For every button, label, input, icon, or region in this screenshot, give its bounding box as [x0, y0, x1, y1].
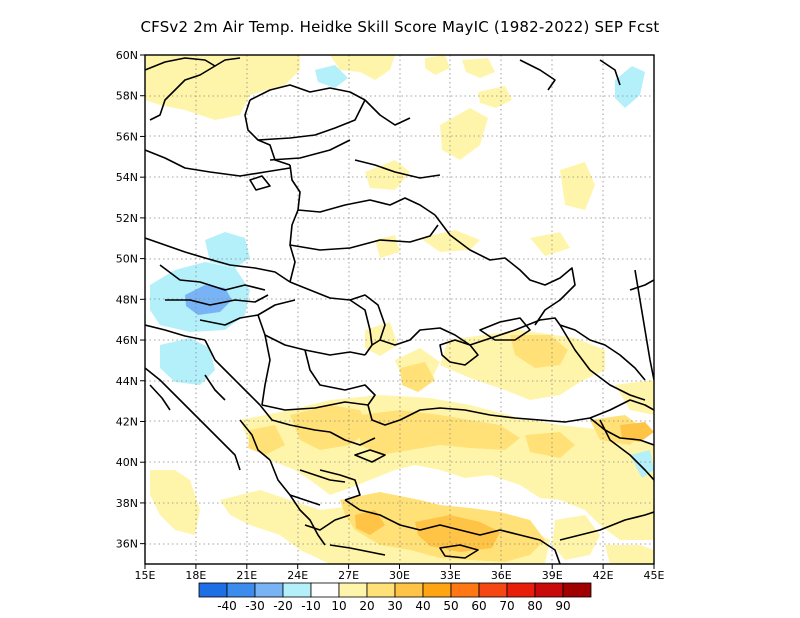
positive-region — [375, 235, 400, 258]
colorbar-label: -30 — [245, 599, 265, 613]
colorbar-swatch — [506, 582, 536, 598]
negative-region — [315, 65, 348, 88]
lat-tick-label: 44N — [116, 375, 138, 388]
colorbar-label: 90 — [555, 599, 570, 613]
colorbar-swatch — [450, 582, 480, 598]
lat-tick-label: 40N — [116, 456, 138, 469]
colorbar-swatch — [422, 582, 452, 598]
positive-region — [440, 108, 488, 160]
colorbar-swatch — [310, 582, 340, 598]
lat-tick-label: 38N — [116, 497, 138, 510]
positive-region — [560, 162, 595, 210]
colorbar-swatch — [226, 582, 256, 598]
lat-tick-label: 46N — [116, 334, 138, 347]
positive-region-strong — [400, 362, 435, 392]
positive-region — [365, 322, 398, 356]
colorbar-label: -40 — [217, 599, 237, 613]
negative-region — [615, 66, 645, 108]
positive-region — [552, 515, 600, 560]
positive-region — [330, 55, 395, 80]
colorbar-label: 30 — [387, 599, 402, 613]
colorbar-label: 70 — [499, 599, 514, 613]
lat-tick-label: 36N — [116, 538, 138, 551]
positive-region-strong — [525, 432, 575, 458]
lon-tick-label: 24E — [287, 569, 308, 582]
positive-region-strong — [510, 335, 568, 368]
negative-region — [160, 338, 215, 385]
colorbar-swatch — [254, 582, 284, 598]
colorbar-label: 80 — [527, 599, 542, 613]
lat-tick-label: 58N — [116, 90, 138, 103]
lat-tick-label: 50N — [116, 253, 138, 266]
latitude-axis: 36N 38N 40N 42N 44N 46N 48N 50N 52N 54N 56N 58N 60N — [116, 49, 145, 551]
colorbar-label: 50 — [443, 599, 458, 613]
positive-region — [365, 160, 410, 190]
lon-tick-label: 45E — [644, 569, 665, 582]
colorbar-swatch — [534, 582, 564, 598]
colorbar-swatch — [282, 582, 312, 598]
lon-tick-label: 18E — [185, 569, 206, 582]
lon-tick-label: 36E — [491, 569, 512, 582]
colorbar-swatch — [562, 582, 592, 598]
lat-tick-label: 56N — [116, 130, 138, 143]
colorbar-label: -10 — [301, 599, 321, 613]
negative-region — [630, 450, 654, 478]
colorbar-swatch — [366, 582, 396, 598]
colorbar: -40 -30 -20 -10 10 20 30 40 50 60 70 80 90 — [198, 582, 592, 613]
lat-tick-label: 52N — [116, 212, 138, 225]
colorbar-swatch — [338, 582, 368, 598]
lat-tick-label: 54N — [116, 171, 138, 184]
country-borders — [145, 57, 654, 564]
colorbar-swatch — [394, 582, 424, 598]
colorbar-label: 20 — [359, 599, 374, 613]
grid-lines — [145, 55, 654, 564]
lat-tick-label: 60N — [116, 49, 138, 62]
lon-tick-label: 15E — [135, 569, 156, 582]
positive-region-strongest — [415, 515, 500, 552]
lat-tick-label: 48N — [116, 293, 138, 306]
lat-tick-label: 42N — [116, 415, 138, 428]
positive-region — [425, 55, 450, 75]
colorbar-label: 10 — [331, 599, 346, 613]
lon-tick-label: 39E — [542, 569, 563, 582]
lon-tick-label: 27E — [338, 569, 359, 582]
lon-tick-label: 33E — [440, 569, 461, 582]
lon-tick-label: 21E — [236, 569, 257, 582]
lon-tick-label: 42E — [593, 569, 614, 582]
positive-region — [530, 232, 570, 256]
positive-region-strong — [290, 405, 370, 450]
colorbar-label: 60 — [471, 599, 486, 613]
positive-region — [462, 58, 495, 78]
positive-region — [145, 55, 300, 120]
colorbar-swatch — [478, 582, 508, 598]
chart-title: CFSv2 2m Air Temp. Heidke Skill Score Ma… — [140, 18, 660, 36]
positive-region-strongest — [355, 510, 385, 535]
positive-region — [605, 545, 654, 564]
longitude-axis: 15E 18E 21E 24E 27E 30E 33E 36E 39E 42E 45E — [135, 564, 665, 582]
positive-region-strong — [360, 410, 520, 455]
negative-region — [205, 232, 250, 268]
positive-region — [615, 380, 654, 415]
negative-region-strong — [185, 285, 232, 315]
lon-tick-label: 30E — [389, 569, 410, 582]
skill-shading — [145, 55, 654, 564]
colorbar-label: -20 — [273, 599, 293, 613]
colorbar-swatch — [198, 582, 228, 598]
positive-region — [478, 86, 512, 108]
colorbar-label: 40 — [415, 599, 430, 613]
positive-region-strongest — [620, 422, 654, 442]
positive-region — [150, 470, 200, 535]
